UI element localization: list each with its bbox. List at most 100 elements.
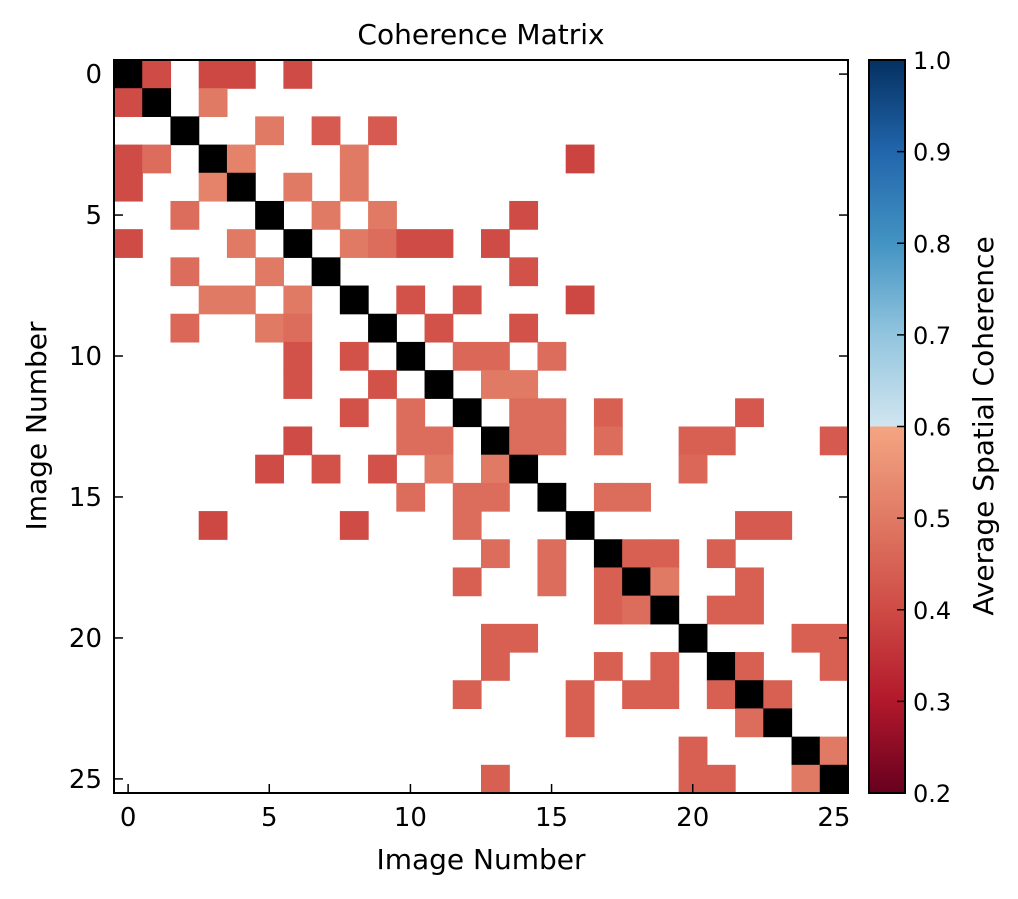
- heatmap-cell: [339, 398, 369, 428]
- y-tick-label: 20: [69, 624, 102, 654]
- diagonal-cell: [368, 313, 397, 343]
- heatmap-cell: [706, 680, 736, 710]
- heatmap-cell: [650, 680, 680, 710]
- diagonal-cell: [706, 652, 736, 681]
- y-tick-label: 5: [85, 201, 102, 231]
- heatmap-cell: [114, 144, 143, 174]
- heatmap-cell: [678, 454, 708, 484]
- heatmap-cell: [481, 623, 510, 653]
- heatmap-cell: [368, 454, 397, 484]
- heatmap-cell: [622, 539, 651, 569]
- heatmap-cell: [678, 736, 708, 766]
- heatmap-cell: [170, 257, 200, 287]
- heatmap-cell: [735, 595, 764, 625]
- heatmap-cell: [509, 313, 539, 343]
- heatmap-cell: [283, 313, 313, 343]
- diagonal-cell: [198, 144, 228, 174]
- diagonal-cell: [170, 116, 200, 146]
- diagonal-cell: [763, 708, 793, 738]
- heatmap-cell: [650, 539, 680, 569]
- x-axis-label: Image Number: [376, 843, 586, 876]
- heatmap-cell: [565, 708, 595, 738]
- diagonal-cell: [424, 370, 454, 399]
- colorbar-tick-label: 0.7: [913, 322, 951, 350]
- heatmap-cell: [311, 454, 341, 484]
- diagonal-cell: [396, 341, 426, 371]
- y-tick-label: 10: [69, 342, 102, 372]
- heatmap-cell: [198, 60, 228, 89]
- heatmap-cell: [114, 88, 143, 117]
- diagonal-cell: [283, 229, 313, 258]
- heatmap-cell: [283, 285, 313, 315]
- y-axis-ticks: 0 5 10 15 20 25: [69, 60, 848, 795]
- heatmap-cell: [791, 623, 821, 653]
- heatmap-cell: [396, 229, 426, 258]
- heatmap-cell: [650, 567, 680, 597]
- heatmap-cell: [170, 313, 200, 343]
- heatmap-cell: [424, 454, 454, 484]
- heatmap-cell: [198, 285, 228, 315]
- heatmap-cell: [819, 426, 849, 456]
- y-tick-label: 25: [69, 765, 102, 795]
- heatmap-cell: [509, 257, 539, 287]
- heatmap-cell: [452, 567, 482, 597]
- heatmap-cell: [593, 426, 623, 456]
- heatmap-cell: [170, 200, 200, 230]
- heatmap-cell: [706, 539, 736, 569]
- heatmap-cell: [593, 482, 623, 512]
- heatmap-cell: [283, 60, 313, 89]
- plot-frame: [113, 59, 849, 794]
- colorbar-label: Average Spatial Coherence: [967, 236, 1000, 615]
- heatmap-cell: [706, 764, 736, 794]
- heatmap-cell: [198, 172, 228, 202]
- heatmap-cell: [424, 426, 454, 456]
- heatmap-cell: [114, 229, 143, 258]
- heatmap-cell: [283, 172, 313, 202]
- heatmap-cell: [396, 285, 426, 315]
- heatmap-cell: [735, 652, 764, 681]
- heatmap-cell: [339, 229, 369, 258]
- chart-title: Coherence Matrix: [357, 18, 604, 51]
- heatmap-cell: [678, 426, 708, 456]
- heatmap-cell: [255, 257, 284, 287]
- colorbar-tick-label: 1.0: [913, 47, 951, 75]
- heatmap-cell: [311, 200, 341, 230]
- heatmap-cell: [255, 313, 284, 343]
- heatmap-cell: [368, 229, 397, 258]
- heatmap-cell: [226, 285, 256, 315]
- heatmap-cell: [763, 680, 793, 710]
- colorbar-tick-label: 0.9: [913, 139, 951, 167]
- x-axis-ticks: 0 5 10 15 20 25: [120, 784, 850, 833]
- diagonal-cell: [593, 539, 623, 569]
- heatmap-cell: [452, 341, 482, 371]
- colorbar-tick-label: 0.2: [913, 780, 951, 808]
- heatmap-cell: [565, 144, 595, 174]
- heatmap-cell: [481, 652, 510, 681]
- heatmap-cell: [311, 116, 341, 146]
- heatmap-cell: [763, 511, 793, 540]
- diagonal-cell: [226, 172, 256, 202]
- colorbar-tick-label: 0.3: [913, 688, 951, 716]
- heatmap-cell: [255, 116, 284, 146]
- diagonal-cell: [537, 482, 567, 512]
- diagonal-cell: [791, 736, 821, 766]
- diagonal-cell: [622, 567, 651, 597]
- heatmap-cell: [735, 398, 764, 428]
- heatmap-cell: [339, 172, 369, 202]
- y-axis-label: Image Number: [20, 321, 53, 531]
- diagonal-cell: [509, 454, 539, 484]
- heatmap-cell: [509, 370, 539, 399]
- diagonal-cell: [339, 285, 369, 315]
- heatmap-cell: [819, 652, 849, 681]
- heatmap-cell: [226, 229, 256, 258]
- heatmap-cell: [142, 144, 172, 174]
- heatmap-cell: [198, 88, 228, 117]
- heatmap-cell: [593, 567, 623, 597]
- heatmap-cell: [424, 313, 454, 343]
- y-tick-label: 0: [85, 60, 102, 90]
- heatmap-cell: [735, 708, 764, 738]
- heatmap-cell: [650, 652, 680, 681]
- heatmap-cell: [509, 623, 539, 653]
- heatmap-cell: [481, 482, 510, 512]
- heatmap-cells: [114, 60, 849, 794]
